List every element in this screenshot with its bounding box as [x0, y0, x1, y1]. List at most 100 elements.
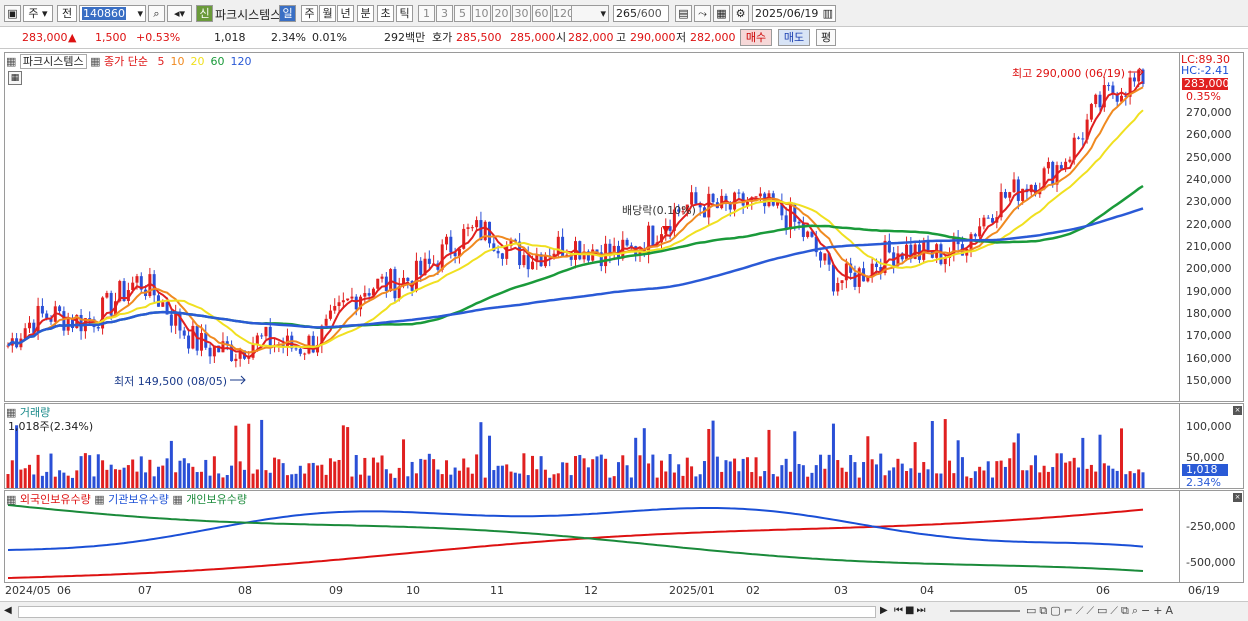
candle-body [475, 220, 479, 228]
volume-bar [475, 454, 479, 488]
candle-body [668, 226, 672, 231]
period-tab-2[interactable]: 월 [319, 5, 336, 22]
candle-body [1034, 184, 1038, 195]
interval-button-4[interactable]: 20 [492, 5, 511, 22]
scroll-right-icon[interactable]: ▶ [880, 605, 888, 616]
volume-bar [526, 475, 530, 488]
volume-bar [879, 453, 883, 488]
buy-button[interactable]: 매수 [740, 29, 772, 46]
interval-button-3[interactable]: 10 [472, 5, 491, 22]
period-tab-3[interactable]: 년 [337, 5, 354, 22]
holdings-line-0 [7, 508, 1144, 579]
code-input[interactable]: 140860 ▾ [79, 5, 146, 22]
volume-bar [1051, 467, 1055, 488]
candle-body [363, 293, 367, 297]
interval-select[interactable]: ▾ [571, 5, 609, 22]
volume-bar [470, 473, 474, 488]
prev-button[interactable]: 전 [57, 5, 77, 22]
candle-body [991, 218, 995, 223]
search-icon[interactable]: ⌕ [148, 5, 165, 22]
close-icon[interactable]: × [1233, 406, 1242, 415]
volume-bar [453, 467, 457, 488]
period-tab-6[interactable]: 틱 [396, 5, 413, 22]
save-icon[interactable]: ▦ [713, 5, 730, 22]
period-tab-1[interactable]: 주 [301, 5, 318, 22]
layout-icon[interactable]: ▣ [4, 5, 21, 22]
drawing-tools[interactable]: ▭⧉▢⌐⟋⟋▭⟋⧉⌕−+A [1026, 604, 1176, 617]
volume-bar [440, 474, 444, 488]
ma-labels: 5 10 20 60 120 [152, 55, 252, 68]
volume-bar [948, 460, 952, 488]
volume-bar [883, 475, 887, 488]
interval-button-7[interactable]: 120 [552, 5, 574, 22]
market-select[interactable]: 주 ▾ [23, 5, 53, 22]
chart-type-icon[interactable]: ▤ [675, 5, 692, 22]
volume-bar [595, 456, 599, 488]
candle-body [939, 244, 943, 265]
candle-body [49, 318, 53, 322]
panel-icon: ▦ [172, 493, 183, 506]
volume-bar [724, 460, 728, 488]
price-tick-10: 170,000 [1186, 329, 1232, 343]
candle-body [1008, 192, 1012, 198]
volume-bar [935, 473, 939, 488]
volume-bar [522, 453, 526, 488]
interval-button-5[interactable]: 30 [512, 5, 531, 22]
candle-body [359, 296, 363, 310]
scrollbar-track[interactable] [18, 606, 876, 618]
holdings-line-2 [7, 504, 1144, 572]
candle-body [367, 293, 371, 296]
period-tab-4[interactable]: 분 [357, 5, 374, 22]
candle-body [1124, 95, 1128, 97]
price-tick-5: 220,000 [1186, 217, 1232, 231]
candle-body [217, 345, 221, 353]
holdings-tick-500k: -500,000 [1186, 556, 1236, 569]
close-icon[interactable]: × [1233, 493, 1242, 502]
price-tick-12: 150,000 [1186, 374, 1232, 387]
sell-button[interactable]: 매도 [778, 29, 810, 46]
count-input[interactable]: 265/600 [613, 5, 669, 22]
candle-body [457, 248, 461, 257]
candle-body [479, 220, 483, 241]
scroll-left-icon[interactable]: ◀ [4, 605, 12, 616]
volume-bar [840, 467, 844, 488]
interval-button-2[interactable]: 5 [454, 5, 471, 22]
period-tab-5[interactable]: 초 [377, 5, 394, 22]
candle-body [582, 251, 586, 260]
zoom-slider[interactable] [950, 610, 1020, 612]
candle-body [1021, 188, 1025, 201]
bid-label: 호가 [432, 31, 453, 44]
volume-bar [806, 476, 810, 488]
volume-bar [255, 469, 259, 488]
x-label-2: 07 [138, 584, 152, 597]
volume-bar [965, 476, 969, 488]
volume-bar [1046, 471, 1050, 488]
calculator-icon[interactable]: ▦ [8, 71, 22, 85]
indicator-icon[interactable]: ⤳ [694, 5, 711, 22]
candle-body [402, 277, 406, 287]
volume-bar [187, 463, 191, 488]
period-tab-0[interactable]: 일 [279, 5, 296, 22]
volume-bar [83, 453, 87, 488]
volume-bar [608, 477, 612, 488]
speaker-icon[interactable]: ◂▾ [167, 5, 192, 22]
date-input[interactable]: 2025/06/19 ▥ [752, 5, 836, 22]
playback-controls[interactable]: ⏮■⏭ [894, 605, 928, 616]
candle-body [294, 348, 298, 350]
chevron-down-icon[interactable]: ▾ [137, 7, 143, 20]
candle-body [182, 330, 186, 336]
holdings-panel[interactable] [4, 490, 1180, 583]
interval-button-6[interactable]: 60 [532, 5, 551, 22]
eval-button[interactable]: 평 [816, 29, 836, 46]
volume-bar [995, 461, 999, 488]
volume-bar [784, 458, 788, 488]
volume-bar [1072, 457, 1076, 488]
gear-icon[interactable]: ⚙ [732, 5, 749, 22]
interval-button-1[interactable]: 3 [436, 5, 453, 22]
volume-bar [393, 477, 397, 488]
interval-button-0[interactable]: 1 [418, 5, 435, 22]
candle-body [79, 314, 83, 332]
candle-body [453, 252, 457, 257]
calendar-icon[interactable]: ▥ [822, 7, 833, 20]
volume-bar [831, 423, 835, 488]
